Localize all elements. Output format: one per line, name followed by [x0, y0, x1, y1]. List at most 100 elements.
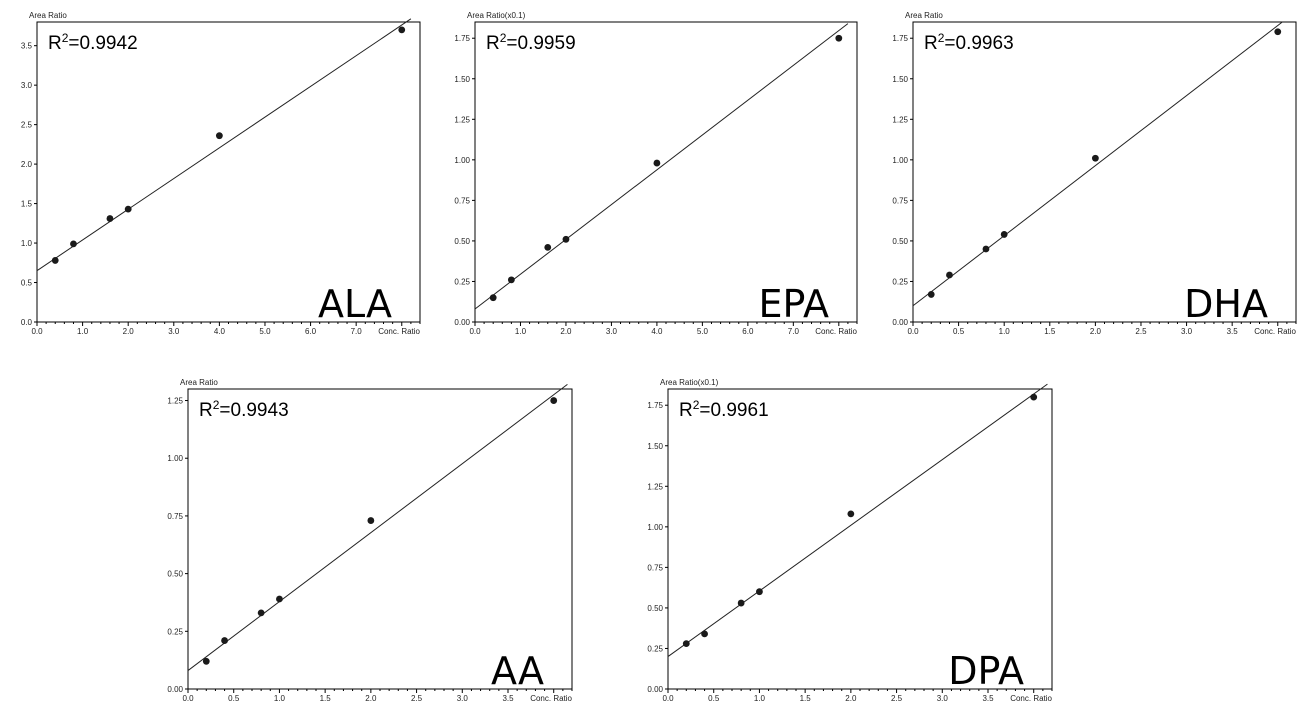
compound-label: DPA — [948, 649, 1024, 693]
x-tick-label: 1.0 — [999, 327, 1011, 336]
y-tick-label: 1.75 — [647, 401, 663, 410]
data-point — [215, 132, 223, 140]
y-tick-label: 0.50 — [647, 604, 663, 613]
x-tick-label: 0.0 — [662, 694, 674, 703]
x-tick-label: 3.5 — [502, 694, 514, 703]
y-axis-label: Area Ratio — [180, 378, 218, 387]
x-tick-label: 3.0 — [168, 327, 180, 336]
y-tick-label: 1.25 — [454, 115, 470, 124]
x-tick-label: 4.0 — [214, 327, 226, 336]
y-tick-label: 0.25 — [167, 627, 183, 636]
data-point — [946, 271, 953, 279]
x-tick-label: 1.0 — [515, 327, 527, 336]
x-tick-label: 1.5 — [1044, 327, 1056, 336]
data-point — [367, 517, 375, 524]
plot-frame — [912, 21, 1297, 323]
x-tick-label: 2.0 — [1090, 327, 1102, 336]
y-tick-label: 0.75 — [647, 563, 663, 572]
y-tick-label: 2.0 — [21, 160, 33, 169]
data-point — [982, 245, 990, 253]
x-tick-label: 1.0 — [274, 694, 286, 703]
fit-line — [36, 18, 412, 272]
x-tick-label: 2.0 — [560, 327, 572, 336]
x-tick-label: 4.0 — [651, 327, 663, 336]
y-tick-label: 0.50 — [892, 237, 908, 246]
data-point — [701, 630, 708, 638]
y-tick-label: 0.00 — [892, 318, 908, 327]
y-tick-label: 0.00 — [167, 685, 183, 694]
x-tick-label: 1.5 — [800, 694, 812, 703]
x-tick-label: 2.5 — [1135, 327, 1147, 336]
y-tick-label: 1.75 — [892, 34, 908, 43]
data-point — [544, 244, 552, 251]
compound-label: AA — [491, 649, 544, 693]
r-squared-label: R2=0.9943 — [199, 398, 289, 421]
data-point — [737, 599, 745, 607]
y-tick-label: 1.25 — [167, 397, 183, 406]
data-point — [507, 276, 515, 284]
y-tick-label: 0.50 — [167, 570, 183, 579]
y-axis-label: Area Ratio — [905, 11, 943, 20]
x-tick-label: 7.0 — [351, 327, 363, 336]
plot-frame — [187, 388, 573, 690]
y-axis-label: Area Ratio(x0.1) — [467, 11, 526, 20]
data-point — [1091, 154, 1099, 162]
x-tick-label: 3.0 — [937, 694, 949, 703]
data-point — [398, 26, 406, 34]
data-point — [70, 240, 77, 248]
y-tick-label: 1.0 — [21, 239, 33, 248]
x-axis-label: Conc. Ratio — [1254, 327, 1296, 336]
fit-line — [187, 383, 568, 671]
data-point — [562, 235, 570, 243]
y-tick-label: 1.25 — [647, 482, 663, 491]
y-tick-label: 1.25 — [892, 115, 908, 124]
x-tick-label: 2.0 — [123, 327, 135, 336]
y-tick-label: 0.5 — [21, 279, 33, 288]
y-tick-label: 1.00 — [647, 523, 663, 532]
y-tick-label: 1.50 — [647, 442, 663, 451]
data-point — [257, 609, 265, 617]
data-point — [1030, 393, 1038, 401]
x-tick-label: 0.0 — [907, 327, 919, 336]
chart-epa: Area Ratio(x0.1) 0.00 0.25 0.50 0.75 1.00 1.25… — [454, 11, 857, 336]
x-tick-label: 3.0 — [606, 327, 618, 336]
y-tick-label: 0.25 — [892, 277, 908, 286]
compound-label: EPA — [759, 282, 830, 326]
x-tick-label: 3.0 — [457, 694, 469, 703]
compound-label: ALA — [318, 282, 392, 326]
y-tick-label: 1.00 — [167, 454, 183, 463]
x-tick-label: 0.0 — [182, 694, 194, 703]
y-tick-label: 0.75 — [454, 196, 470, 205]
y-tick-label: 0.25 — [454, 277, 470, 286]
y-tick-label: 1.50 — [892, 75, 908, 84]
y-tick-label: 1.00 — [892, 156, 908, 165]
plot-frame — [474, 21, 858, 323]
plot-frame — [667, 388, 1053, 690]
fit-line — [912, 21, 1283, 307]
r-squared-label: R2=0.9959 — [486, 31, 576, 54]
data-point — [124, 205, 132, 213]
data-point — [682, 640, 690, 647]
y-tick-label: 1.5 — [21, 200, 33, 209]
y-tick-label: 0.00 — [454, 318, 470, 327]
fit-line — [474, 23, 849, 310]
r-squared-label: R2=0.9961 — [679, 398, 769, 421]
x-tick-label: 1.0 — [754, 694, 766, 703]
x-tick-label: 3.5 — [982, 694, 994, 703]
x-tick-label: 6.0 — [305, 327, 317, 336]
x-tick-label: 2.5 — [891, 694, 903, 703]
x-tick-label: 0.5 — [953, 327, 965, 336]
data-point — [221, 637, 228, 644]
x-tick-label: 6.0 — [742, 327, 754, 336]
x-tick-label: 1.0 — [77, 327, 89, 336]
chart-dpa: Area Ratio(x0.1) 0.00 0.25 0.50 0.75 1.00 1.25… — [647, 378, 1052, 703]
y-tick-label: 3.0 — [21, 81, 33, 90]
x-axis-label: Conc. Ratio — [530, 694, 572, 703]
y-tick-label: 0.75 — [892, 196, 908, 205]
data-point — [756, 588, 763, 596]
y-tick-label: 2.5 — [21, 121, 33, 130]
y-tick-label: 0.00 — [647, 685, 663, 694]
y-tick-label: 0.75 — [167, 512, 183, 521]
data-point — [202, 657, 210, 665]
